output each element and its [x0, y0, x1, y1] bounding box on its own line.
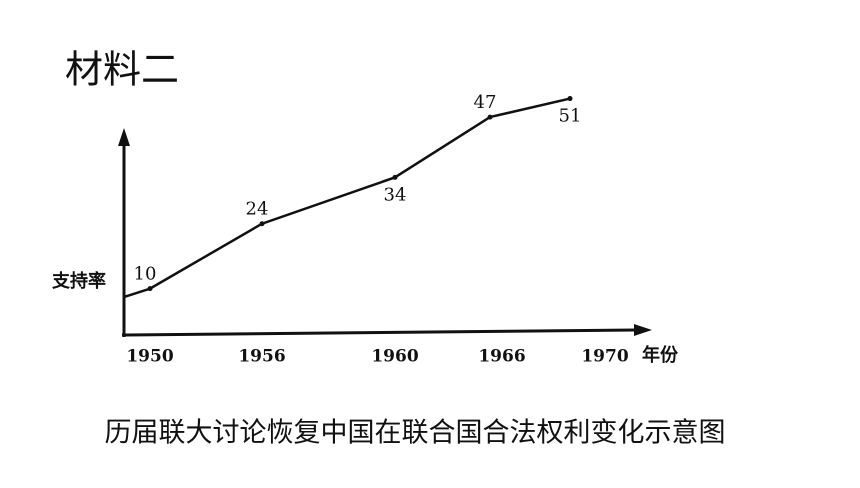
x-tick-label: 1966	[478, 347, 525, 367]
data-point	[147, 286, 153, 292]
y-axis-arrow	[118, 128, 130, 146]
data-point	[567, 96, 573, 102]
chart-title: 材料二	[65, 48, 179, 92]
value-label: 10	[134, 264, 157, 285]
x-tick-label: 1970	[581, 347, 628, 367]
y-axis-label: 支持率	[51, 270, 106, 292]
data-point	[392, 174, 398, 180]
x-axis-label: 年份	[642, 344, 679, 366]
data-point	[487, 114, 493, 120]
x-tick-label: 1960	[371, 347, 418, 367]
value-label: 24	[246, 199, 269, 220]
data-point	[259, 221, 265, 227]
value-label: 47	[474, 92, 497, 113]
x-tick-label: 1950	[126, 347, 173, 367]
x-axis-arrow	[634, 324, 652, 336]
data-line	[149, 97, 571, 290]
chart-caption: 历届联大讨论恢复中国在联合国合法权利变化示意图	[105, 418, 726, 449]
line-start	[123, 287, 151, 299]
x-tick-label: 1956	[238, 347, 285, 367]
value-label: 34	[384, 184, 407, 205]
value-label: 51	[559, 106, 582, 127]
x-axis	[121, 328, 641, 337]
